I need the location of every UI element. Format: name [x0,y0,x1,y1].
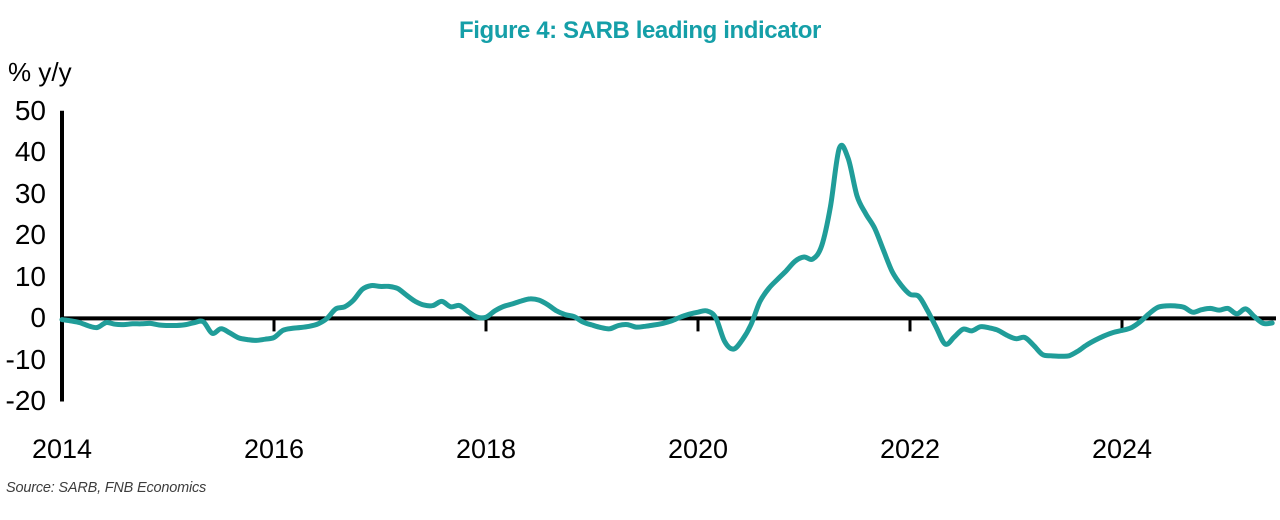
x-tick-label: 2022 [879,434,941,464]
y-tick-label: 20 [14,219,46,251]
y-tick-label: -20 [5,385,46,417]
y-axis-unit-label: % y/y [8,57,72,87]
y-tick-label: 10 [14,260,46,292]
x-tick-label: 2020 [667,434,729,464]
x-tick-label: 2014 [31,434,93,464]
x-tick-label: 2018 [455,434,517,464]
source-note: Source: SARB, FNB Economics [6,480,207,496]
y-tick-label: 40 [14,136,46,168]
y-tick-label: 0 [30,302,46,334]
y-tick-label: 50 [14,94,46,126]
chart-title: Figure 4: SARB leading indicator [459,17,821,44]
y-tick-label: -10 [5,343,46,375]
y-tick-label: 30 [14,177,46,209]
leading-indicator-line [59,142,1275,359]
x-tick-label: 2024 [1091,434,1153,464]
x-tick-label: 2016 [243,434,305,464]
